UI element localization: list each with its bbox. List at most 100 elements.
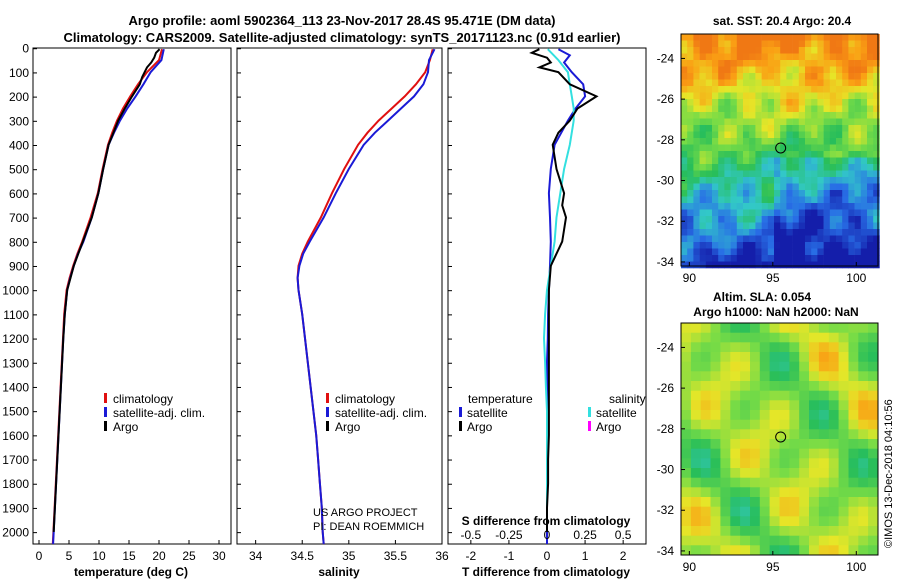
sst-cell [731,210,738,217]
sla-cell [809,323,819,333]
sst-cell [700,34,707,41]
sst-cell [737,106,744,113]
sla-cell [701,429,711,439]
sla-cell [681,536,691,546]
sst-cell [793,171,800,178]
sla-cell [730,516,740,526]
sst-cell [743,145,750,152]
sla-cell [701,526,711,536]
sst-cell [848,249,855,256]
sst-cell [836,262,843,269]
sst-cell [768,73,775,80]
sla-cell [691,439,701,449]
sst-cell [780,236,787,243]
sla-cell [819,352,829,362]
sst-cell [718,41,725,48]
sst-cell [793,86,800,93]
sst-cell [755,67,762,74]
sst-cell [712,171,719,178]
sst-cell [793,93,800,100]
sst-cell [805,203,812,210]
sst-lat-label: -30 [657,174,675,188]
sst-cell [786,80,793,87]
sst-cell [737,164,744,171]
sst-cell [786,236,793,243]
sla-cell [681,371,691,381]
sst-cell [737,203,744,210]
sla-cell [799,545,809,555]
sst-cell [867,86,874,93]
sla-cell [720,400,730,410]
sst-cell [811,106,818,113]
s-difference-tick-label: 0 [544,528,551,542]
sst-cell [836,223,843,230]
sst-cell [724,242,731,249]
sst-cell [774,47,781,54]
sst-cell [780,112,787,119]
sst-cell [700,119,707,126]
sla-cell [740,323,750,333]
sst-cell [830,249,837,256]
sst-cell [762,119,769,126]
series-line-satellite-adj-clim- [298,49,435,544]
sla-cell [740,458,750,468]
sla-cell [858,333,868,343]
sla-cell [770,362,780,372]
title-line-1: Argo profile: aoml 5902364_113 23-Nov-20… [128,13,555,28]
sst-cell [718,262,725,269]
sst-cell [749,112,756,119]
sla-cell [720,362,730,372]
sst-cell [737,151,744,158]
sst-cell [749,177,756,184]
sst-cell [712,262,719,269]
sst-cell [861,255,868,262]
sla-cell [819,400,829,410]
sst-cell [780,67,787,74]
sla-cell [839,439,849,449]
sst-cell [811,151,818,158]
sla-cell [730,458,740,468]
sla-cell [809,420,819,430]
sst-cell [793,47,800,54]
difference-legend: temperature satellite Argo salinity sate… [459,392,646,434]
sla-cell [858,478,868,488]
sst-cell [786,249,793,256]
sla-cell [780,391,790,401]
sst-cell [873,151,880,158]
sst-cell [799,138,806,145]
sst-cell [687,60,694,67]
sst-cell [724,229,731,236]
sst-cell [743,41,750,48]
sst-cell [867,67,874,74]
sst-cell [724,210,731,217]
x-tick-label: 15 [122,549,136,563]
series-line-climatology [298,49,433,544]
sla-cell [809,497,819,507]
sla-cell [829,439,839,449]
sst-cell [768,99,775,106]
legend-swatch-climatology [326,393,329,403]
sst-cell [786,106,793,113]
sla-cell [760,516,770,526]
sst-cell [811,184,818,191]
sst-cell [842,41,849,48]
sla-cell [720,333,730,343]
sst-cell [737,242,744,249]
sst-cell [830,106,837,113]
sla-cell [691,536,701,546]
sst-cell [743,197,750,204]
sst-cell [799,223,806,230]
sst-cell [861,41,868,48]
sst-cell [706,34,713,41]
sla-cell [760,458,770,468]
sst-cell [681,99,688,106]
sst-cell [780,119,787,126]
sla-cell [819,545,829,555]
sst-cell [718,164,725,171]
sla-cell [681,323,691,333]
sst-cell [693,41,700,48]
sla-cell [789,478,799,488]
sst-cell [768,236,775,243]
sst-cell [842,177,849,184]
